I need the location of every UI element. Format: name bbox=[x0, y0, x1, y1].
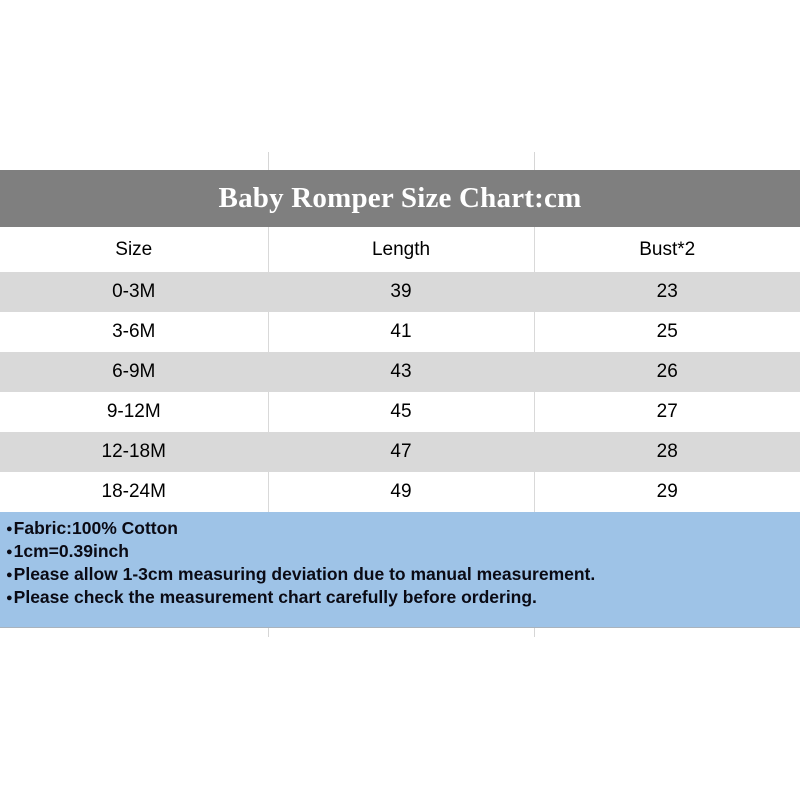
note-line-fabric: ●Fabric:100% Cotton bbox=[6, 517, 790, 540]
bullet-icon: ● bbox=[6, 592, 13, 604]
gridline-stub bbox=[534, 152, 535, 170]
column-header-size: Size bbox=[115, 238, 153, 260]
note-line-deviation: ●Please allow 1-3cm measuring deviation … bbox=[6, 563, 790, 586]
chart-title-band: Baby Romper Size Chart:cm bbox=[0, 170, 800, 227]
gridline-stub bbox=[268, 628, 269, 637]
notes-panel: ●Fabric:100% Cotton ●1cm=0.39inch ●Pleas… bbox=[0, 512, 800, 628]
table-row: 6-9M 43 26 bbox=[0, 352, 800, 392]
cell-size: 9-12M bbox=[106, 401, 161, 422]
cell-size: 0-3M bbox=[112, 281, 156, 302]
cell-size: 3-6M bbox=[112, 321, 156, 342]
note-text: 1cm=0.39inch bbox=[13, 541, 129, 561]
table-row: 9-12M 45 27 bbox=[0, 392, 800, 432]
cell-size: 6-9M bbox=[112, 361, 156, 382]
cell-length: 45 bbox=[267, 392, 534, 432]
bullet-icon: ● bbox=[6, 523, 13, 535]
column-header-length: Length bbox=[267, 227, 534, 272]
note-text: Fabric:100% Cotton bbox=[13, 518, 178, 538]
column-header-bust: Bust*2 bbox=[533, 227, 800, 272]
table-row: 0-3M 39 23 bbox=[0, 272, 800, 312]
cell-bust: 26 bbox=[533, 352, 800, 392]
cell-size: 12-18M bbox=[101, 441, 166, 462]
chart-title: Baby Romper Size Chart:cm bbox=[218, 182, 582, 214]
gridline-stub bbox=[534, 628, 535, 637]
table-row: 12-18M 47 28 bbox=[0, 432, 800, 472]
gridline-stub bbox=[268, 152, 269, 170]
note-line-check: ●Please check the measurement chart care… bbox=[6, 586, 790, 609]
cell-bust: 25 bbox=[533, 312, 800, 352]
cell-length: 41 bbox=[267, 312, 534, 352]
bullet-icon: ● bbox=[6, 546, 13, 558]
bullet-icon: ● bbox=[6, 569, 13, 581]
cell-length: 49 bbox=[267, 472, 534, 512]
table-header-row: Size Length Bust*2 bbox=[0, 227, 800, 272]
cell-bust: 27 bbox=[533, 392, 800, 432]
cell-bust: 28 bbox=[533, 432, 800, 472]
note-text: Please check the measurement chart caref… bbox=[13, 587, 537, 607]
note-text: Please allow 1-3cm measuring deviation d… bbox=[13, 564, 596, 584]
cell-length: 43 bbox=[267, 352, 534, 392]
cell-bust: 23 bbox=[533, 272, 800, 312]
size-table: Size Length Bust*2 0-3M 39 23 3-6M 41 25… bbox=[0, 227, 800, 512]
cell-length: 47 bbox=[267, 432, 534, 472]
cell-length: 39 bbox=[267, 272, 534, 312]
table-row: 18-24M 49 29 bbox=[0, 472, 800, 512]
table-row: 3-6M 41 25 bbox=[0, 312, 800, 352]
note-line-conversion: ●1cm=0.39inch bbox=[6, 540, 790, 563]
cell-size: 18-24M bbox=[101, 481, 166, 502]
cell-bust: 29 bbox=[533, 472, 800, 512]
